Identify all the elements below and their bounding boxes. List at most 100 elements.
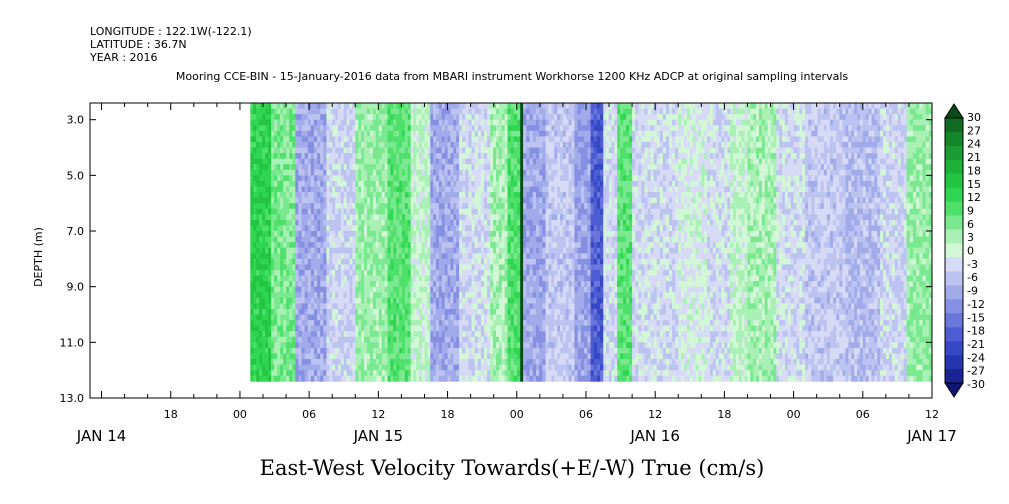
- heatmap-cell: [250, 247, 254, 254]
- heatmap-cell: [381, 375, 386, 382]
- heatmap-cell: [496, 203, 500, 210]
- heatmap-cell: [329, 197, 333, 204]
- heatmap-cell: [265, 225, 269, 232]
- heatmap-cell: [277, 292, 281, 299]
- heatmap-cell: [545, 258, 549, 265]
- heatmap-cell: [529, 231, 534, 237]
- heatmap-cell: [430, 297, 434, 304]
- heatmap-cell: [490, 269, 494, 276]
- heatmap-cell: [340, 359, 345, 366]
- heatmap-cell: [465, 147, 469, 154]
- heatmap-cell: [545, 208, 549, 215]
- heatmap-cell: [450, 375, 454, 382]
- heatmap-cell: [520, 359, 524, 366]
- heatmap-cell: [450, 336, 454, 343]
- heatmap-cell: [256, 286, 260, 293]
- heatmap-cell: [450, 308, 454, 315]
- heatmap-cell: [419, 247, 423, 254]
- heatmap-cell: [532, 347, 537, 354]
- heatmap-cell: [358, 147, 362, 154]
- heatmap-cell: [369, 303, 374, 310]
- heatmap-cell: [323, 119, 327, 126]
- heatmap-cell: [545, 180, 549, 187]
- heatmap-cell: [253, 119, 257, 126]
- heatmap-cell: [438, 164, 443, 171]
- heatmap-cell: [487, 180, 491, 187]
- heatmap-cell: [286, 219, 290, 226]
- heatmap-cell: [375, 303, 380, 310]
- heatmap-cell: [496, 292, 500, 299]
- heatmap-cell: [337, 258, 342, 265]
- heatmap-cell: [277, 297, 281, 304]
- heatmap-cell: [404, 153, 409, 160]
- heatmap-cell: [447, 342, 451, 349]
- heatmap-cell: [329, 242, 333, 249]
- heatmap-cell: [471, 114, 476, 121]
- heatmap-cell: [265, 364, 269, 371]
- heatmap-cell: [295, 370, 299, 377]
- heatmap-cell: [346, 225, 350, 232]
- heatmap-cell: [513, 336, 518, 343]
- heatmap-cell: [459, 214, 463, 221]
- heatmap-cell: [289, 203, 293, 210]
- heatmap-cell: [314, 108, 318, 115]
- heatmap-cell: [289, 197, 293, 204]
- heatmap-cell: [523, 247, 527, 254]
- heatmap-cell: [416, 258, 420, 265]
- heatmap-cell: [424, 303, 428, 310]
- heatmap-cell: [314, 192, 318, 199]
- heatmap-cell: [367, 314, 371, 321]
- heatmap-cell: [523, 253, 527, 260]
- heatmap-cell: [358, 197, 362, 204]
- heatmap-cell: [424, 108, 428, 115]
- heatmap-cell: [329, 292, 333, 299]
- heatmap-cell: [372, 147, 377, 154]
- heatmap-cell: [326, 158, 330, 165]
- heatmap-cell: [337, 353, 342, 360]
- heatmap-cell: [387, 203, 391, 210]
- heatmap-cell: [444, 308, 448, 315]
- heatmap-cell: [396, 231, 400, 237]
- heatmap-cell: [283, 236, 287, 243]
- heatmap-cell: [433, 303, 437, 310]
- heatmap-cell: [504, 130, 508, 137]
- heatmap-cell: [542, 231, 546, 237]
- heatmap-cell: [292, 247, 296, 254]
- heatmap-cell: [335, 353, 339, 360]
- heatmap-cell: [407, 103, 412, 109]
- heatmap-cell: [265, 147, 269, 154]
- heatmap-cell: [507, 236, 512, 243]
- heatmap-cell: [504, 219, 508, 226]
- heatmap-cell: [450, 353, 454, 360]
- heatmap-cell: [444, 303, 448, 310]
- heatmap-cell: [390, 147, 394, 154]
- heatmap-cell: [480, 136, 485, 143]
- heatmap-cell: [539, 375, 543, 382]
- heatmap-cell: [542, 303, 546, 310]
- heatmap-cell: [419, 303, 423, 310]
- heatmap-cell: [438, 231, 443, 237]
- heatmap-cell: [523, 103, 527, 109]
- heatmap-cell: [462, 269, 466, 276]
- heatmap-cell: [462, 231, 466, 237]
- heatmap-cell: [427, 353, 431, 360]
- heatmap-cell: [259, 153, 263, 160]
- heatmap-cell: [295, 325, 299, 332]
- heatmap-cell: [462, 203, 466, 210]
- heatmap-cell: [384, 180, 388, 187]
- heatmap-cell: [390, 320, 394, 327]
- heatmap-cell: [381, 225, 386, 232]
- heatmap-cell: [539, 303, 543, 310]
- heatmap-cell: [393, 247, 397, 254]
- heatmap-cell: [337, 219, 342, 226]
- heatmap-cell: [256, 303, 260, 310]
- heatmap-cell: [410, 342, 414, 349]
- heatmap-cell: [268, 180, 272, 187]
- heatmap-cell: [430, 364, 434, 371]
- heatmap-cell: [265, 214, 269, 221]
- heatmap-cell: [271, 325, 275, 332]
- heatmap-cell: [430, 258, 434, 265]
- heatmap-cell: [323, 153, 327, 160]
- heatmap-cell: [361, 236, 365, 243]
- heatmap-cell: [369, 331, 374, 338]
